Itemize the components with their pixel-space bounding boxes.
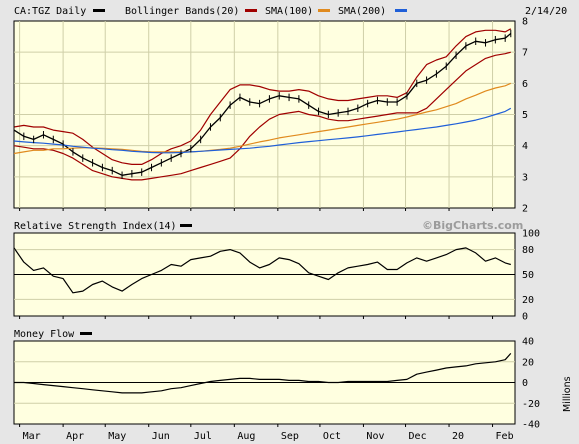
moneyflow-y-tick-label: 0 xyxy=(522,378,528,389)
x-month-labels: Mar Apr May Jun Jul Aug Sep Oct Nov Dec 20 Feb xyxy=(23,431,514,442)
x-month-label: May xyxy=(108,431,126,442)
x-month-label: Sep xyxy=(281,431,299,442)
moneyflow-y-tick-label: -40 xyxy=(522,420,540,431)
price-y-tick-label: 4 xyxy=(522,141,528,152)
chart-title: CA:TGZ Daily xyxy=(14,6,86,17)
price-series-ca-tgz xyxy=(13,32,512,176)
x-month-label: Jun xyxy=(152,431,170,442)
price-y-tick-label: 6 xyxy=(522,79,528,90)
legend-swatch-price xyxy=(93,9,105,12)
x-month-label: Dec xyxy=(409,431,427,442)
rsi-title: Relative Strength Index(14) xyxy=(14,221,177,232)
rsi-y-tick-labels: 0 20 50 80 100 xyxy=(522,229,540,323)
price-y-tick-label: 8 xyxy=(522,17,528,28)
legend-label-sma100: SMA(100) xyxy=(265,6,313,17)
rsi-y-tick-label: 100 xyxy=(522,229,540,240)
price-y-tick-labels: 2 3 4 5 6 7 8 xyxy=(522,17,528,215)
moneyflow-ylabel: Millions xyxy=(562,376,573,412)
rsi-y-tick-label: 80 xyxy=(522,245,534,256)
x-month-label: Aug xyxy=(237,431,255,442)
moneyflow-series-money-flow xyxy=(14,353,512,394)
price-series-lines xyxy=(13,28,512,181)
x-month-label: Mar xyxy=(23,431,41,442)
price-y-tick-label: 3 xyxy=(522,172,528,183)
legend-swatch-sma100 xyxy=(318,9,330,12)
moneyflow-y-tick-label: -20 xyxy=(522,399,540,410)
date-label: 2/14/20 xyxy=(525,6,567,17)
moneyflow-y-tick-labels: -40 -20 0 20 40 xyxy=(522,337,540,431)
price-series-bollinger-lower xyxy=(13,51,511,181)
x-month-label: Apr xyxy=(66,431,84,442)
rsi-y-tick-label: 50 xyxy=(522,270,534,281)
price-series-sma-200- xyxy=(13,107,512,154)
x-month-label: Feb xyxy=(496,431,514,442)
legend-swatch-bollinger xyxy=(245,9,257,12)
rsi-y-tick-label: 0 xyxy=(522,312,528,323)
x-month-label: Nov xyxy=(366,431,384,442)
price-y-tick-label: 7 xyxy=(522,48,528,59)
price-series-bollinger-upper xyxy=(13,28,512,165)
legend-label-sma200: SMA(200) xyxy=(338,6,386,17)
legend-label-bollinger: Bollinger Bands(20) xyxy=(125,6,239,17)
price-gridlines xyxy=(14,51,515,178)
legend-swatch-sma200 xyxy=(395,9,407,12)
rsi-y-tick-label: 20 xyxy=(522,295,534,306)
price-y-tick-label: 2 xyxy=(522,204,528,215)
moneyflow-y-tick-label: 40 xyxy=(522,337,534,348)
moneyflow-title: Money Flow xyxy=(14,329,75,340)
x-month-label: Oct xyxy=(323,431,341,442)
moneyflow-y-tick-label: 20 xyxy=(522,357,534,368)
rsi-series-rsi-14- xyxy=(13,247,511,294)
x-month-label: 20 xyxy=(452,431,464,442)
rsi-series-lines xyxy=(13,247,515,294)
x-month-label: Jul xyxy=(194,431,212,442)
moneyflow-legend-swatch xyxy=(80,332,92,335)
price-y-tick-label: 5 xyxy=(522,110,528,121)
moneyflow-series-lines xyxy=(14,353,515,394)
rsi-legend-swatch xyxy=(180,224,192,227)
watermark: ©BigCharts.com xyxy=(422,219,523,232)
